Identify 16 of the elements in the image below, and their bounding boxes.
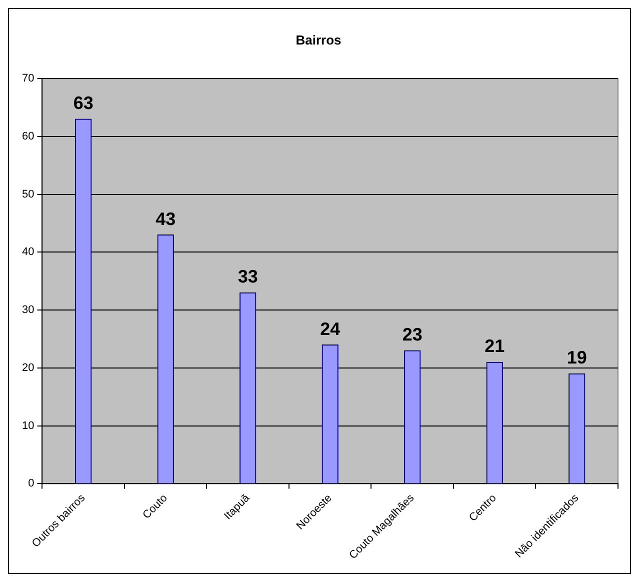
y-tick-label: 60 <box>22 130 34 142</box>
data-label: 43 <box>156 208 176 229</box>
data-label: 21 <box>484 336 505 356</box>
y-tick-label: 70 <box>22 72 34 85</box>
data-label: 24 <box>320 318 340 339</box>
data-label: 63 <box>73 93 94 114</box>
y-tick-label: 30 <box>22 304 34 316</box>
y-tick-label: 50 <box>22 188 34 200</box>
y-tick-label: 0 <box>28 478 34 490</box>
data-label: 33 <box>238 266 258 287</box>
y-tick-label: 20 <box>22 362 34 374</box>
y-tick-label: 40 <box>22 246 34 258</box>
y-tick-label: 10 <box>22 420 34 432</box>
data-label: 19 <box>566 348 587 368</box>
chart-title: Bairros <box>296 32 342 48</box>
data-label: 23 <box>402 324 422 345</box>
